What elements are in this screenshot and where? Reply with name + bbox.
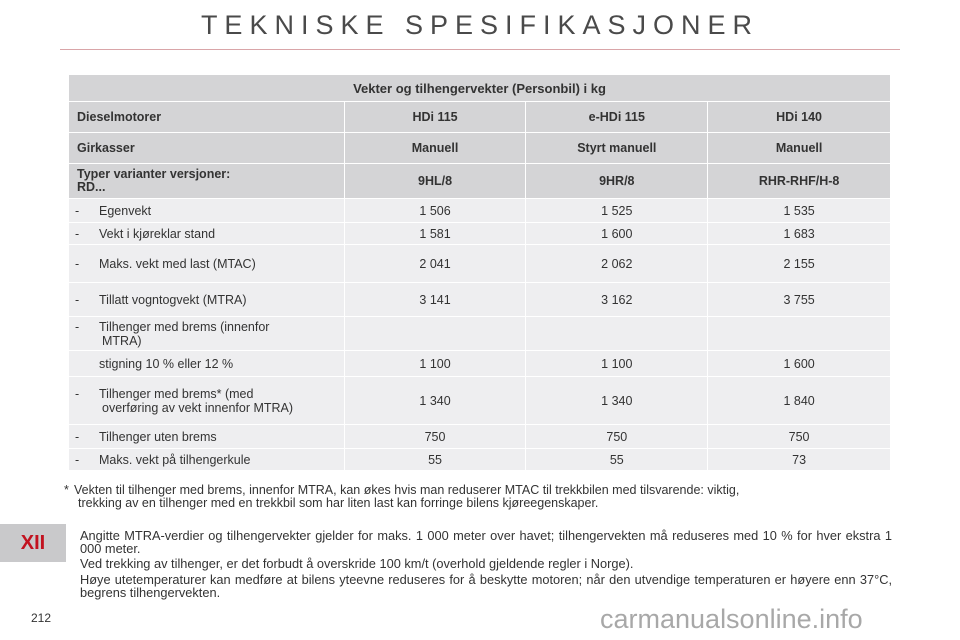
row-label: Tillatt vogntogvekt (MTRA) — [99, 292, 247, 307]
table-cell: 1 535 — [707, 198, 891, 223]
gearbox-row: Girkasser Manuell Styrt manuell Manuell — [68, 132, 891, 164]
footnote-line1: Vekten til tilhenger med brems, innenfor… — [74, 483, 740, 497]
row-label: stigning 10 % eller 12 % — [99, 356, 234, 371]
title-divider — [60, 49, 900, 50]
row-label: Maks. vekt på tilhengerkule — [99, 452, 251, 467]
table-cell: 1 100 — [525, 350, 709, 377]
table-cell: 3 162 — [525, 282, 709, 317]
table-row: stigning 10 % eller 12 % 1 100 1 100 1 6… — [68, 350, 891, 377]
variants-label-line2: RD... — [77, 180, 106, 194]
gearbox-label: Girkasser — [68, 132, 345, 164]
weights-table: Vekter og tilhengervekter (Personbil) i … — [68, 74, 891, 471]
row-label-line1: Tilhenger med brems (innenfor — [99, 319, 270, 334]
engine-cell: e-HDi 115 — [525, 101, 709, 133]
table-cell: 750 — [343, 424, 527, 449]
table-row: - Tilhenger med brems* (med overføring av … — [68, 376, 891, 425]
table-cell — [343, 316, 527, 351]
row-dash: - — [75, 226, 80, 241]
row-label-line2: overføring av vekt innenfor MTRA) — [102, 400, 294, 415]
row-dash: - — [75, 319, 80, 334]
paragraph-speed: Ved trekking av tilhenger, er det forbud… — [80, 556, 634, 571]
watermark: carmanualsonline.info — [600, 604, 863, 634]
table-cell: 2 062 — [525, 244, 709, 283]
row-label: Tilhenger uten brems — [99, 429, 217, 444]
row-label-line1: Tilhenger med brems* (med — [99, 386, 254, 401]
row-label: Egenvekt — [99, 203, 152, 218]
table-row: - Maks. vekt på tilhengerkule 55 55 73 — [68, 448, 891, 471]
table-row: - Tilhenger med brems (innenfor MTRA) — [68, 316, 891, 351]
table-row: - Tillatt vogntogvekt (MTRA) 3 141 3 162 … — [68, 282, 891, 317]
row-dash: - — [75, 203, 80, 218]
table-row: - Egenvekt 1 506 1 525 1 535 — [68, 198, 891, 223]
table-cell: 1 581 — [343, 222, 527, 245]
footnote-star: * — [64, 483, 69, 497]
table-cell: 1 340 — [525, 376, 709, 425]
table-cell: 1 340 — [343, 376, 527, 425]
table-cell: 1 506 — [343, 198, 527, 223]
table-heading-row: Vekter og tilhengervekter (Personbil) i … — [68, 74, 891, 102]
table-cell: 2 041 — [343, 244, 527, 283]
table-cell: 1 525 — [525, 198, 709, 223]
variant-cell: 9HR/8 — [525, 163, 709, 199]
table-cell: 2 155 — [707, 244, 891, 283]
table-cell: 3 755 — [707, 282, 891, 317]
table-cell: 1 600 — [707, 350, 891, 377]
row-label: Vekt i kjøreklar stand — [99, 226, 216, 241]
row-dash: - — [75, 256, 80, 271]
gearbox-cell: Manuell — [707, 132, 891, 164]
table-cell: 1 683 — [707, 222, 891, 245]
variants-label: Typer varianter versjoner: RD... — [68, 163, 345, 199]
table-heading: Vekter og tilhengervekter (Personbil) i … — [68, 74, 891, 102]
table-cell: 3 141 — [343, 282, 527, 317]
row-dash: - — [75, 452, 80, 467]
table-cell — [707, 316, 891, 351]
page-number: 212 — [31, 611, 52, 625]
table-cell: 1 840 — [707, 376, 891, 425]
table-cell: 73 — [707, 448, 891, 471]
table-cell: 750 — [707, 424, 891, 449]
engines-label: Dieselmotorer — [68, 101, 345, 133]
engines-row: Dieselmotorer HDi 115 e-HDi 115 HDi 140 — [68, 101, 891, 133]
table-row: - Maks. vekt med last (MTAC) 2 041 2 062 … — [68, 244, 891, 283]
row-dash: - — [75, 292, 80, 307]
gearbox-cell: Manuell — [343, 132, 527, 164]
row-dash: - — [75, 386, 80, 401]
table-cell: 1 100 — [343, 350, 527, 377]
table-cell — [525, 316, 709, 351]
engine-cell: HDi 140 — [707, 101, 891, 133]
variant-cell: RHR-RHF/H-8 — [707, 163, 891, 199]
table-cell: 1 600 — [525, 222, 709, 245]
table-cell: 750 — [525, 424, 709, 449]
chapter-badge: XII — [0, 524, 66, 562]
table-cell: 55 — [525, 448, 709, 471]
variants-label-line1: Typer varianter versjoner: — [77, 167, 231, 181]
variants-row: Typer varianter versjoner: RD... 9HL/8 9… — [68, 163, 891, 199]
table-row: - Tilhenger uten brems 750 750 750 — [68, 424, 891, 449]
variant-cell: 9HL/8 — [343, 163, 527, 199]
gearbox-cell: Styrt manuell — [525, 132, 709, 164]
engine-cell: HDi 115 — [343, 101, 527, 133]
paragraph-temperature: Høye utetemperaturer kan medføre at bile… — [80, 572, 892, 600]
footnote-line2: trekking av en tilhenger med en trekkbil… — [78, 496, 599, 510]
paragraph-altitude: Angitte MTRA-verdier og tilhengervekter … — [80, 528, 892, 556]
row-label-line2: MTRA) — [102, 333, 142, 348]
table-cell: 55 — [343, 448, 527, 471]
row-label: Maks. vekt med last (MTAC) — [99, 256, 256, 271]
table-row: - Vekt i kjøreklar stand 1 581 1 600 1 68… — [68, 222, 891, 245]
page-title: TEKNISKE SPESIFIKASJONER — [200, 10, 760, 40]
footnote: * Vekten til tilhenger med brems, innenf… — [64, 483, 892, 510]
row-dash: - — [75, 429, 80, 444]
